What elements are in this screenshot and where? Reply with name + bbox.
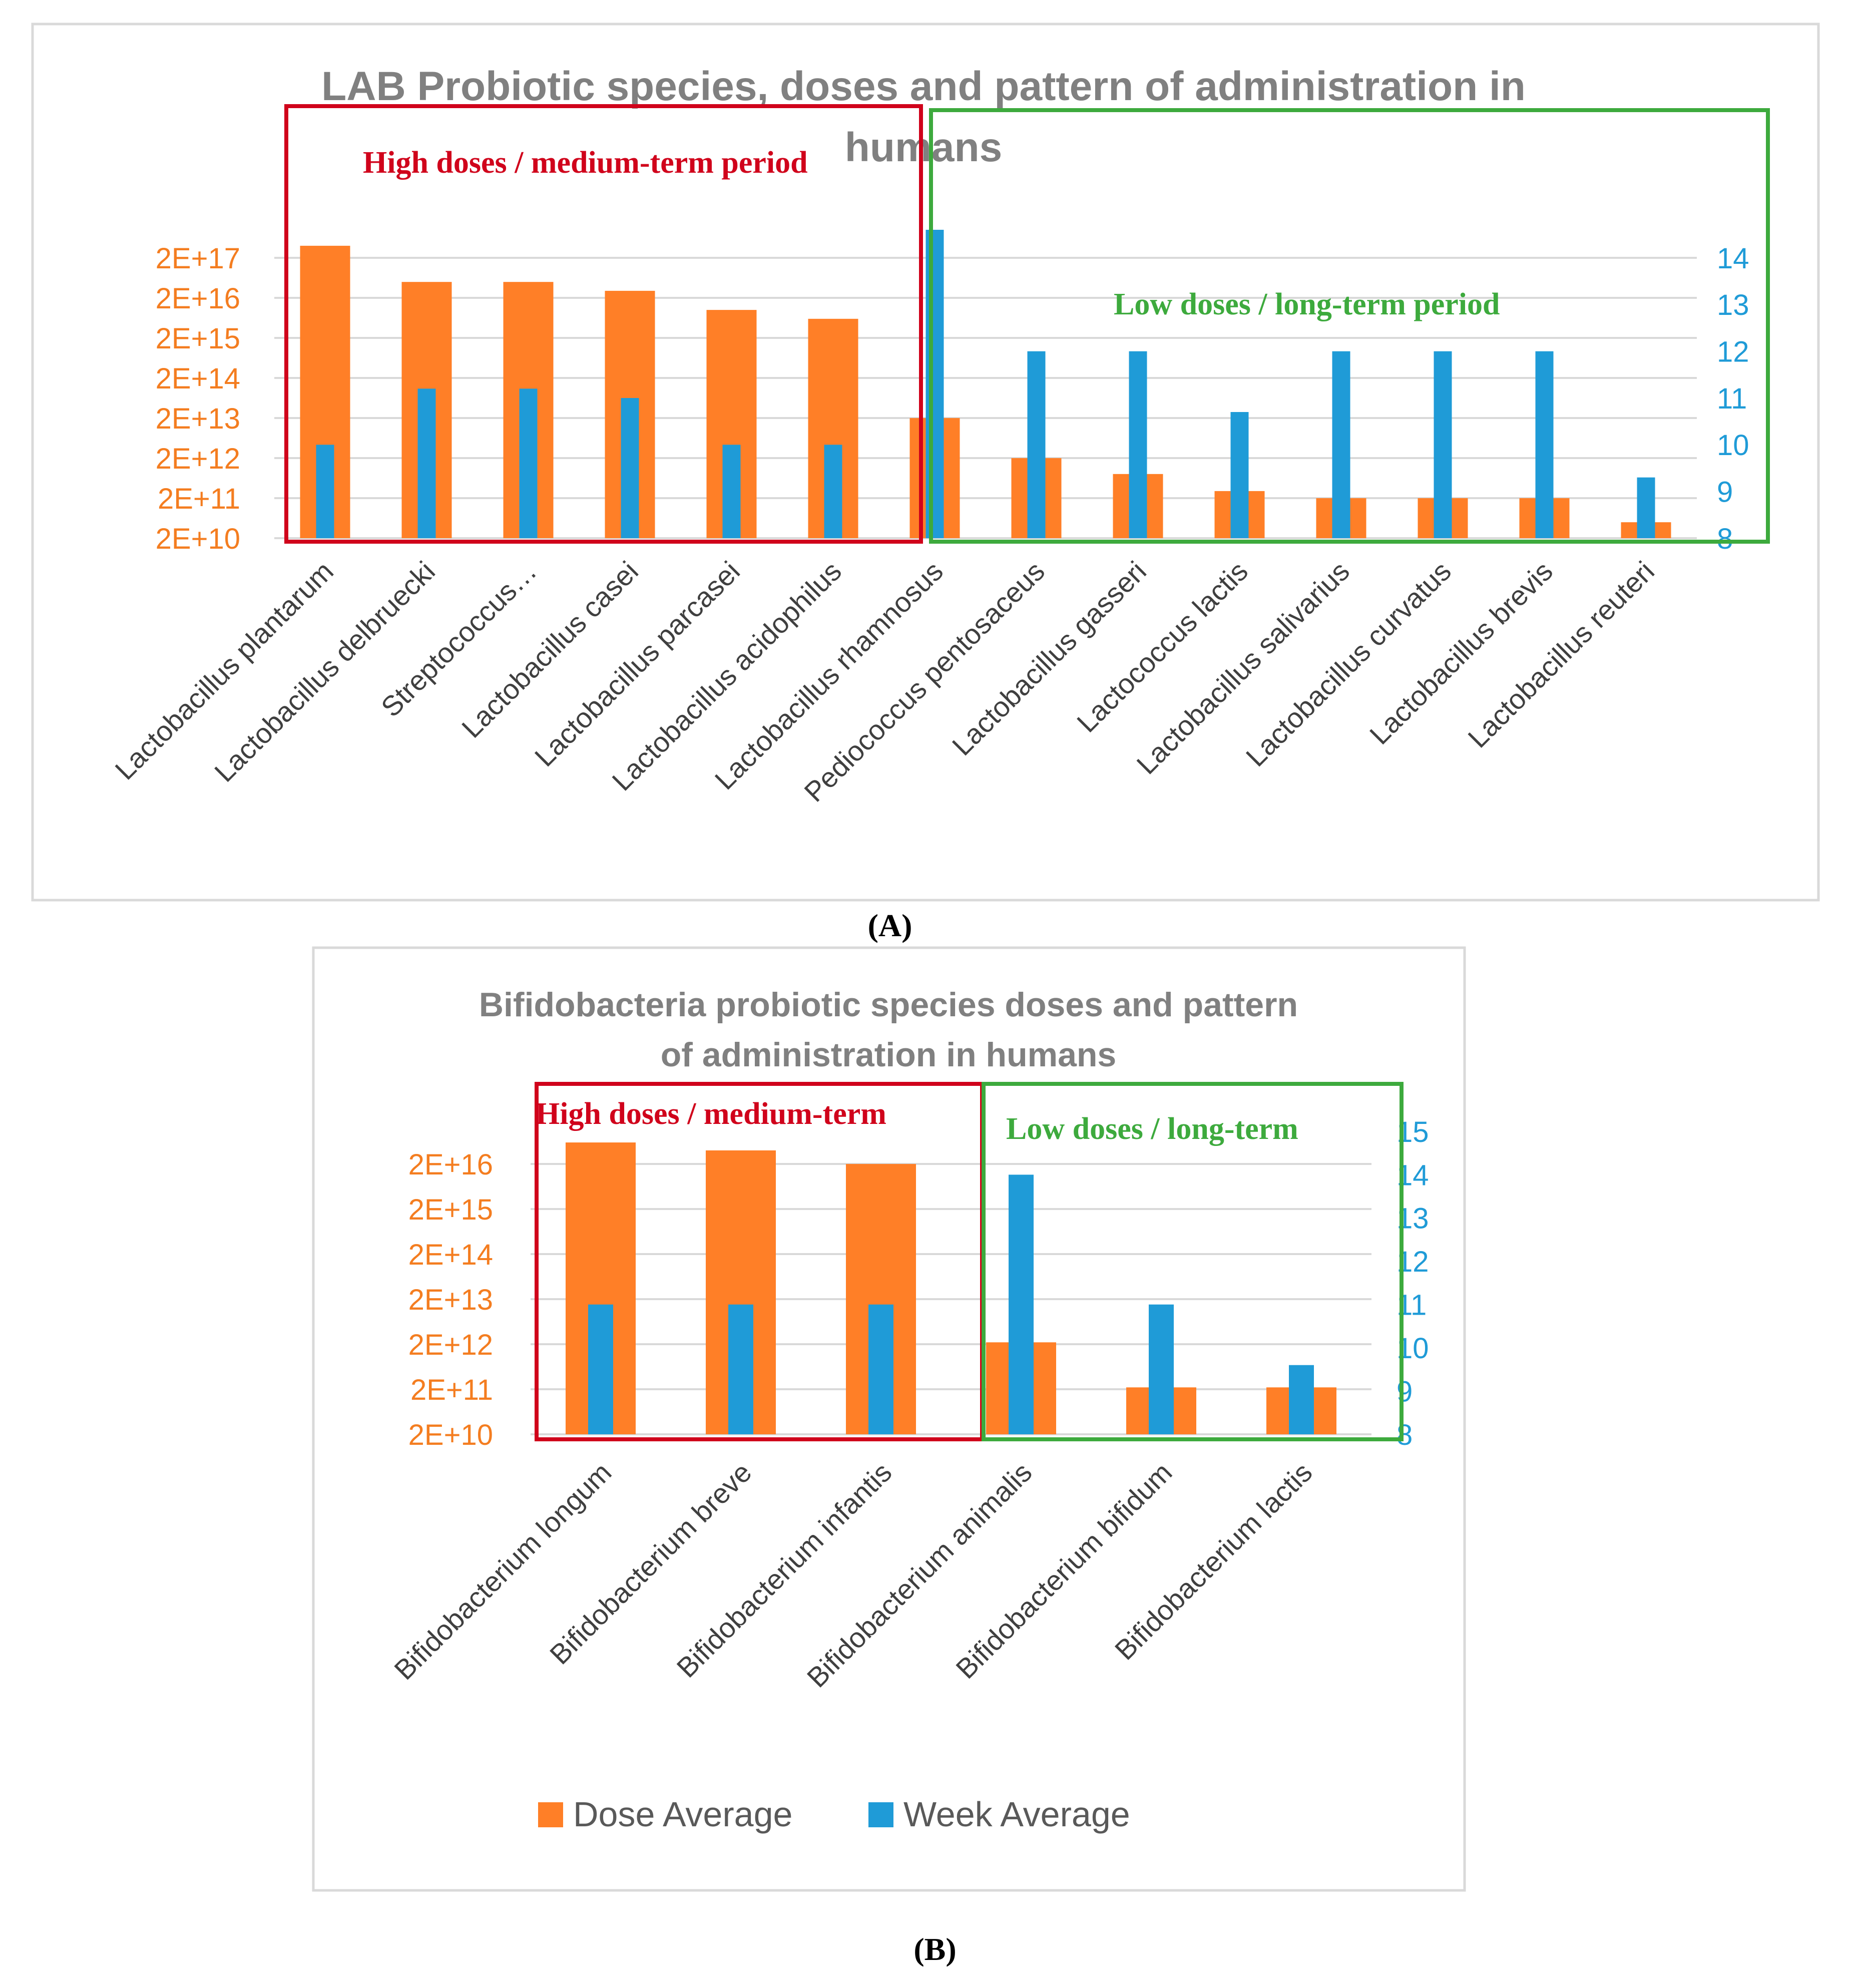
b-left-tick-label: 2E+16 — [408, 1148, 493, 1181]
panel-a-label: (A) — [868, 908, 912, 943]
panel-a-title-line-1: LAB Probiotic species, doses and pattern… — [321, 64, 1526, 109]
a-right-tick-label: 8 — [1717, 523, 1733, 555]
a-week-bar — [1332, 351, 1350, 538]
a-right-tick-label: 9 — [1717, 476, 1733, 509]
b-week-bar — [1009, 1174, 1034, 1434]
a-left-tick-label: 2E+12 — [156, 443, 240, 475]
a-left-tick-label: 2E+17 — [156, 242, 240, 275]
a-week-bar — [1027, 351, 1046, 538]
a-week-bar — [925, 230, 944, 538]
a-week-bar — [519, 388, 538, 538]
legend-dose-label: Dose Average — [573, 1795, 792, 1834]
panel-a: LAB Probiotic species, doses and pattern… — [31, 23, 1820, 902]
a-week-bar — [1637, 477, 1655, 538]
a-week-bar — [1535, 351, 1554, 538]
panel-b: Bifidobacteria probiotic species doses a… — [312, 946, 1466, 1892]
a-week-bar — [824, 445, 842, 538]
b-right-tick-label: 9 — [1397, 1375, 1413, 1408]
panel-b-title-line-1: Bifidobacteria probiotic species doses a… — [479, 986, 1298, 1024]
b-left-tick-label: 2E+13 — [408, 1284, 493, 1316]
a-week-bar — [722, 445, 741, 538]
a-right-tick-label: 11 — [1717, 382, 1747, 415]
b-left-tick-label: 2E+11 — [410, 1374, 493, 1406]
b-week-bar — [1149, 1304, 1174, 1434]
panel-b-legend: Dose Average Week Average — [538, 1795, 1130, 1834]
a-left-tick-label: 2E+16 — [156, 282, 240, 315]
panel-a-low-dose-box — [929, 108, 1770, 544]
b-week-bar — [868, 1304, 893, 1434]
a-left-tick-label: 2E+15 — [156, 322, 240, 355]
b-week-bar — [588, 1304, 613, 1434]
panel-a-title-line-2: humans — [845, 125, 1002, 170]
b-left-tick-label: 2E+14 — [408, 1239, 493, 1271]
a-left-tick-label: 2E+14 — [156, 362, 240, 395]
panel-a-high-dose-box — [284, 104, 923, 544]
b-week-bar — [1289, 1365, 1314, 1434]
a-left-tick-label: 2E+10 — [156, 523, 240, 555]
panel-a-right-axis: 8 9 10 11 12 13 14 — [1717, 242, 1749, 555]
a-right-tick-label: 10 — [1717, 429, 1749, 462]
panel-b-left-axis: 2E+10 2E+11 2E+12 2E+13 2E+14 2E+15 2E+16 — [408, 1148, 493, 1451]
panel-b-low-dose-box — [982, 1082, 1404, 1441]
b-left-tick-label: 2E+10 — [408, 1419, 493, 1451]
legend-dose-swatch — [538, 1802, 563, 1827]
a-week-bar — [1434, 351, 1452, 538]
panel-b-low-dose-annotation: Low doses / long-term — [1006, 1112, 1298, 1146]
panel-a-left-axis: 2E+10 2E+11 2E+12 2E+13 2E+14 2E+15 2E+16 2E+17 — [156, 242, 240, 555]
a-right-tick-label: 14 — [1717, 242, 1749, 275]
legend-week-swatch — [868, 1802, 893, 1827]
panel-a-high-dose-annotation: High doses / medium-term period — [363, 146, 808, 180]
a-left-tick-label: 2E+11 — [158, 483, 240, 515]
a-week-bar — [1129, 351, 1147, 538]
a-right-tick-label: 12 — [1717, 336, 1749, 368]
a-week-bar — [316, 445, 334, 538]
panel-a-low-dose-annotation: Low doses / long-term period — [1114, 287, 1500, 321]
panel-b-label: (B) — [913, 1931, 956, 1967]
panel-b-high-dose-annotation: High doses / medium-term — [536, 1097, 886, 1131]
a-right-tick-label: 13 — [1717, 289, 1749, 321]
b-left-tick-label: 2E+12 — [408, 1329, 493, 1361]
b-week-bar — [728, 1304, 753, 1434]
a-week-bar — [1230, 412, 1249, 538]
panel-a-bars — [300, 230, 1671, 538]
b-left-tick-label: 2E+15 — [408, 1194, 493, 1226]
panel-b-title-line-2: of administration in humans — [661, 1036, 1117, 1074]
a-left-tick-label: 2E+13 — [156, 403, 240, 435]
b-right-tick-label: 8 — [1397, 1419, 1413, 1451]
legend-week-label: Week Average — [903, 1795, 1130, 1834]
a-week-bar — [417, 388, 436, 538]
panel-b-bars — [566, 1142, 1336, 1434]
a-week-bar — [621, 398, 639, 538]
panel-b-gridlines — [531, 1163, 1371, 1435]
